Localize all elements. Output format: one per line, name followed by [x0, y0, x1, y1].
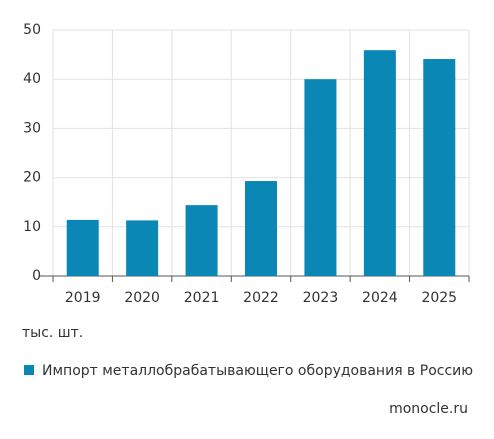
bar [304, 79, 337, 276]
x-tick-label: 2022 [243, 290, 279, 306]
x-tick-label: 2025 [421, 290, 457, 306]
bar [423, 59, 456, 276]
x-tick-label: 2021 [184, 290, 220, 306]
legend-swatch [24, 365, 34, 375]
bar [126, 220, 159, 276]
bar [363, 50, 396, 277]
y-tick-label: 10 [23, 219, 41, 235]
y-tick-label: 40 [23, 71, 41, 87]
x-tick-label: 2023 [303, 290, 339, 306]
legend-label: Импорт металлобрабатывающего оборудовани… [42, 363, 473, 379]
source: monocle.ru [389, 401, 468, 417]
y-tick-label: 50 [23, 22, 41, 38]
x-tick-label: 2019 [65, 290, 101, 306]
y-tick-label: 30 [23, 120, 41, 136]
bar [66, 219, 99, 276]
x-tick-label: 2020 [124, 290, 160, 306]
y-unit-label: тыс. шт. [22, 325, 83, 341]
y-tick-label: 20 [23, 170, 41, 186]
y-tick-label: 0 [32, 268, 41, 284]
bar [245, 181, 277, 276]
x-tick-label: 2024 [362, 290, 398, 306]
bar [185, 205, 218, 276]
